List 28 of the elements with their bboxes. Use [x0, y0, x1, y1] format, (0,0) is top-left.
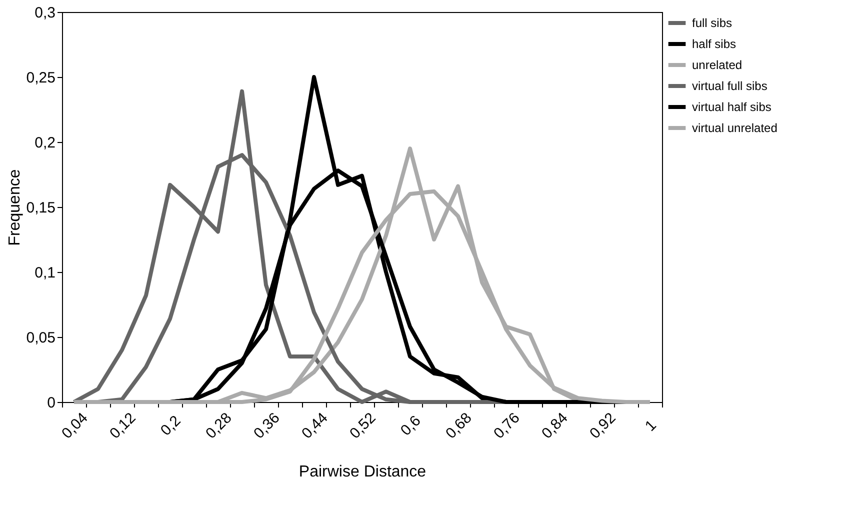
- x-tick-label: 0,92: [586, 410, 620, 442]
- x-tick-label: 0,68: [442, 410, 476, 442]
- legend-label: virtual half sibs: [692, 100, 772, 114]
- x-tick-label: 0,76: [490, 410, 524, 442]
- legend-label: virtual unrelated: [692, 121, 778, 135]
- x-tick-label: 0,52: [346, 410, 380, 442]
- y-tick-label: 0,25: [26, 70, 56, 86]
- legend-label: full sibs: [692, 16, 732, 30]
- x-tick-label: 0,12: [106, 410, 140, 442]
- x-tick-label: 0,04: [58, 410, 92, 442]
- y-tick-label: 0,2: [34, 134, 56, 152]
- x-tick-label: 0,84: [538, 410, 572, 442]
- x-tick-label: 0,44: [298, 410, 332, 442]
- x-tick-label: 0,6: [397, 412, 424, 440]
- y-tick-label: 0,15: [26, 200, 56, 216]
- y-tick-label: 0,3: [34, 4, 56, 22]
- x-axis-title: Pairwise Distance: [298, 463, 426, 480]
- y-tick-label: 0,1: [34, 264, 56, 282]
- legend-label: half sibs: [692, 37, 736, 51]
- legend-label: virtual full sibs: [692, 79, 768, 93]
- y-tick-label: 0,05: [26, 330, 56, 346]
- x-tick-label: 0,36: [250, 410, 284, 442]
- y-tick-label: 0: [47, 394, 56, 412]
- legend-label: unrelated: [692, 58, 742, 72]
- y-axis-title: Frequence: [6, 169, 24, 246]
- x-tick-label: 0,28: [202, 410, 236, 442]
- x-tick-label: 0,2: [157, 412, 184, 440]
- x-tick-label: 1: [642, 416, 660, 435]
